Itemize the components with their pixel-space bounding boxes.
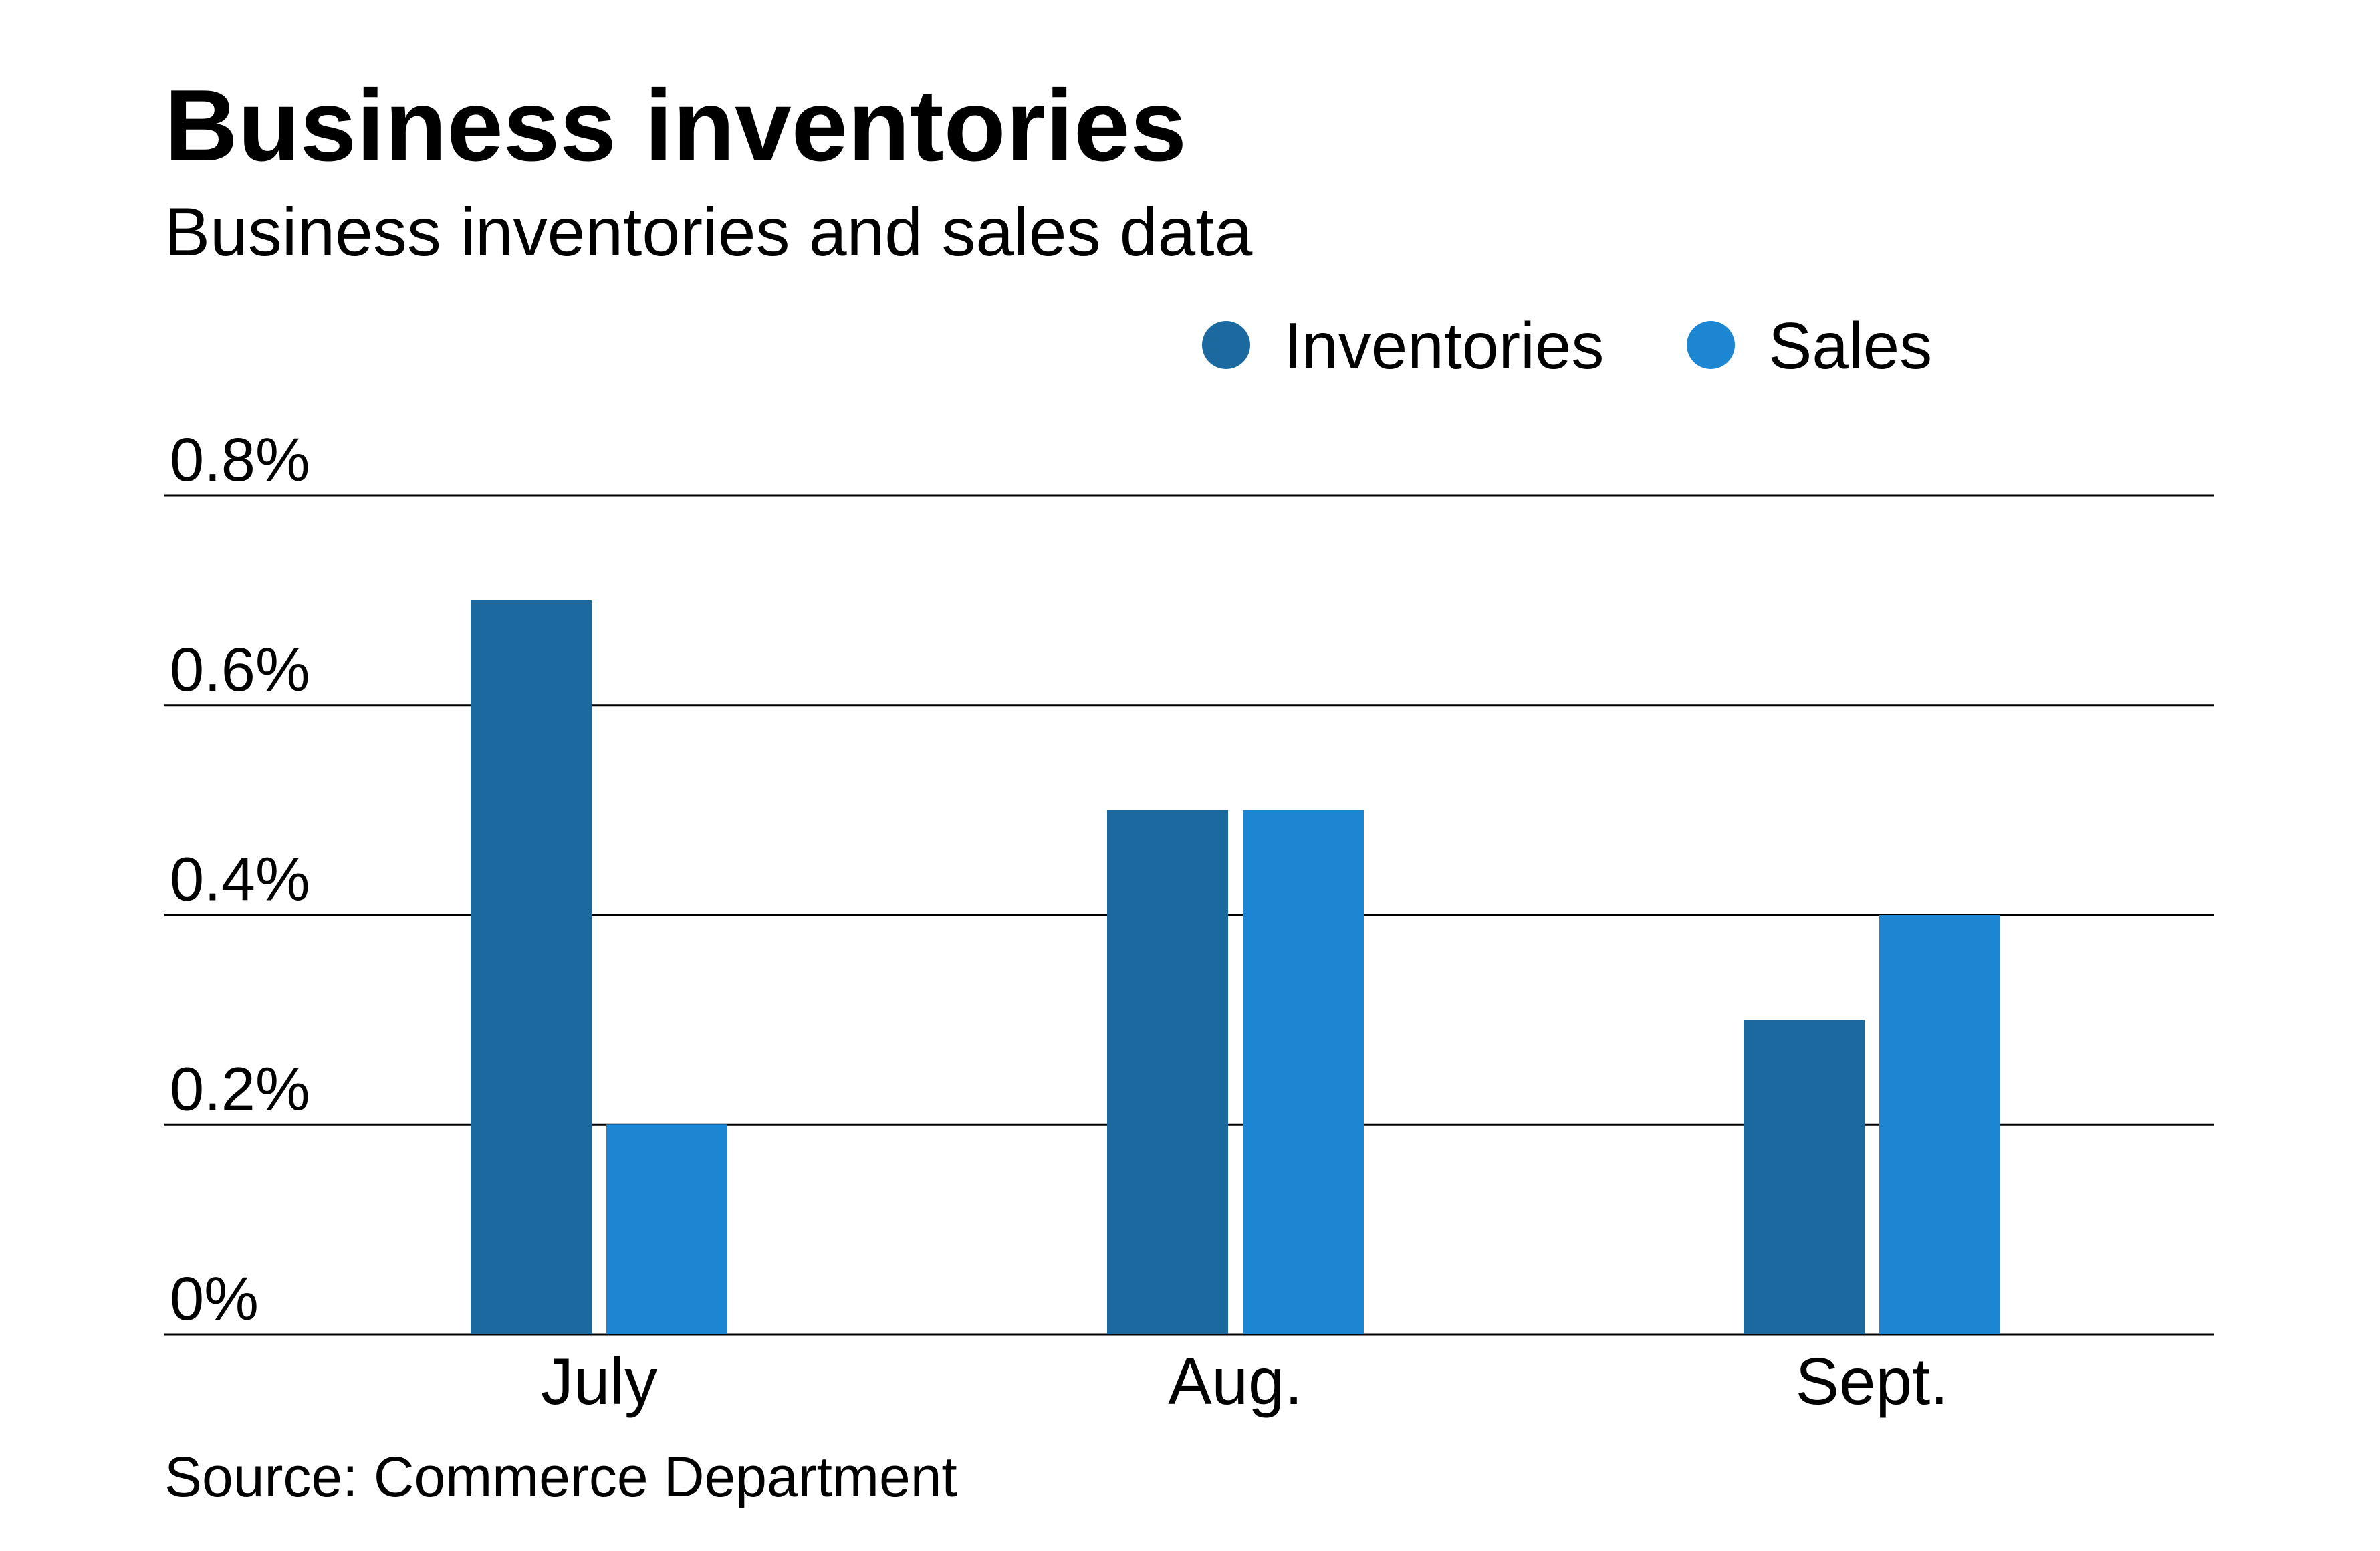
y-tick-label: 0.4% (170, 846, 310, 914)
bar-inventories-aug (1107, 810, 1228, 1334)
bar-sales-sept (1879, 915, 2000, 1334)
y-tick-label: 0% (170, 1265, 259, 1333)
bar-inventories-sept (1744, 1020, 1865, 1334)
x-axis-category-labels: July Aug. Sept. (541, 1344, 1949, 1418)
legend-label-sales: Sales (1768, 309, 1932, 382)
legend-swatch-inventories (1202, 321, 1250, 369)
source-note: Source: Commerce Department (164, 1445, 957, 1508)
y-tick-label: 0.8% (170, 426, 310, 494)
bar-sales-aug (1243, 810, 1364, 1334)
bars (471, 600, 2000, 1334)
x-category-label: July (541, 1344, 657, 1418)
bar-sales-july (606, 1124, 727, 1334)
legend-label-inventories: Inventories (1284, 309, 1604, 382)
legend: Inventories Sales (1202, 309, 1932, 382)
legend-swatch-sales (1687, 321, 1735, 369)
y-tick-label: 0.6% (170, 636, 310, 704)
y-tick-label: 0.2% (170, 1055, 310, 1123)
chart-title: Business inventories (164, 69, 1187, 183)
x-category-label: Sept. (1796, 1344, 1949, 1418)
x-category-label: Aug. (1168, 1344, 1303, 1418)
bar-inventories-july (471, 600, 592, 1334)
y-axis-tick-labels: 0% 0.2% 0.4% 0.6% 0.8% (170, 426, 310, 1333)
chart-subtitle: Business inventories and sales data (164, 194, 1253, 270)
